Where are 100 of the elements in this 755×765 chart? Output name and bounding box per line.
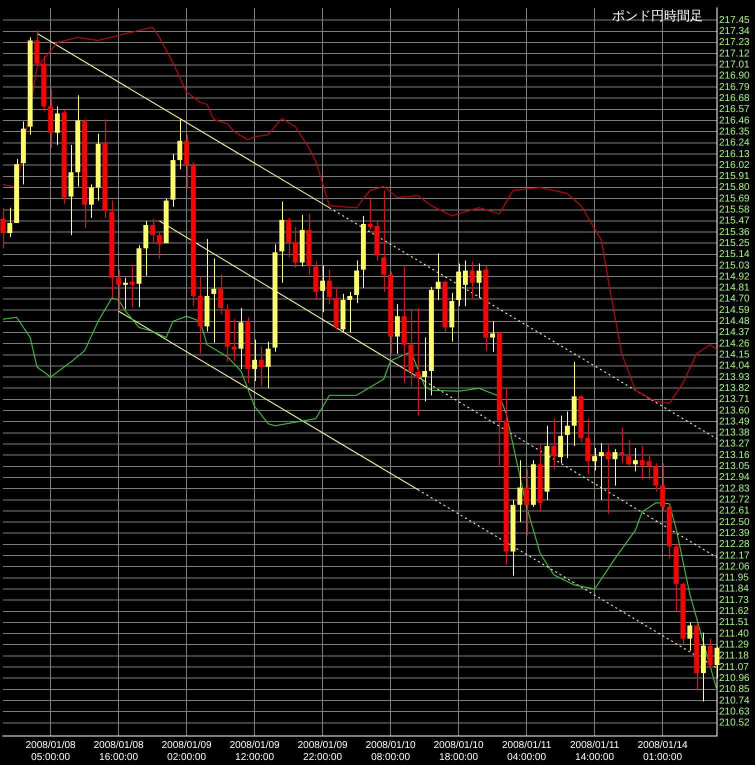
y-tick-label: 210.96 [719, 672, 750, 684]
y-tick-label: 211.07 [719, 662, 750, 673]
candlestick [232, 318, 237, 362]
y-tick-label: 213.16 [719, 450, 750, 461]
y-tick-label: 216.02 [719, 160, 750, 171]
candlestick [347, 291, 352, 333]
x-tick-label: 2008/01/09 22:00:00 [298, 740, 348, 763]
x-tick-label: 2008/01/11 14:00:00 [570, 740, 620, 763]
candlestick [598, 442, 604, 500]
y-tick-label: 217.23 [719, 37, 750, 48]
candlestick [320, 265, 326, 313]
y-tick-label: 214.92 [719, 271, 750, 282]
candlestick [517, 460, 522, 523]
y-tick-label: 216.13 [719, 148, 750, 160]
y-tick-label: 213.27 [719, 438, 750, 450]
candlestick [266, 341, 271, 389]
y-tick-label: 213.60 [719, 405, 750, 416]
candlestick [381, 190, 386, 292]
y-tick-label: 213.71 [719, 394, 750, 406]
y-tick-label: 214.37 [719, 327, 750, 338]
candlestick [394, 304, 400, 354]
candlestick [612, 448, 618, 486]
y-tick-label: 217.01 [719, 60, 750, 71]
y-tick-label: 215.36 [719, 226, 750, 238]
candlestick [490, 320, 496, 352]
candlestick [646, 456, 652, 480]
y-tick-label: 211.18 [719, 650, 750, 662]
y-tick-label: 217.45 [719, 14, 750, 26]
candlestick [258, 346, 264, 387]
x-tick-label: 2008/01/10 08:00:00 [366, 740, 416, 763]
y-tick-label: 211.95 [719, 572, 750, 584]
x-tick-label: 2008/01/08 16:00:00 [94, 740, 144, 763]
candlestick [626, 439, 632, 466]
candlestick [470, 260, 475, 298]
y-tick-label: 212.72 [719, 494, 750, 506]
y-tick-label: 217.34 [719, 26, 750, 38]
candlestick [34, 30, 40, 66]
y-tick-label: 212.50 [719, 516, 750, 528]
y-tick-label: 213.05 [719, 461, 750, 472]
y-tick-label: 212.28 [719, 539, 750, 550]
candlestick [54, 106, 60, 146]
y-tick-label: 214.26 [719, 338, 750, 350]
y-tick-label: 211.29 [719, 639, 750, 650]
y-tick-label: 210.52 [719, 718, 750, 729]
y-tick-label: 212.06 [719, 561, 750, 572]
candlestick [714, 646, 720, 679]
candlestick [687, 622, 692, 652]
candlestick [156, 232, 162, 259]
y-tick-label: 214.70 [719, 294, 750, 305]
y-tick-label: 211.73 [719, 594, 750, 606]
candlestick [462, 260, 468, 307]
candlestick [286, 217, 292, 258]
y-tick-label: 215.58 [719, 204, 750, 216]
candlestick [368, 197, 373, 231]
candlestick [606, 444, 611, 514]
y-tick-label: 210.85 [719, 684, 750, 696]
candlestick [211, 258, 216, 344]
candlestick [632, 448, 638, 472]
candlestick [0, 207, 6, 249]
y-tick-label: 216.46 [719, 115, 750, 126]
y-tick-label: 213.49 [719, 416, 750, 428]
candlestick [177, 119, 182, 170]
y-tick-label: 214.59 [719, 304, 750, 316]
candlestick [476, 263, 482, 298]
y-tick-label: 211.40 [719, 628, 750, 640]
candlestick [619, 427, 624, 464]
y-tick-label: 210.63 [719, 706, 750, 718]
candlestick [592, 448, 598, 471]
candlestick [422, 337, 428, 402]
y-tick-label: 214.04 [719, 360, 750, 372]
y-tick-label: 216.79 [719, 82, 750, 93]
y-tick-label: 212.17 [719, 550, 750, 562]
y-tick-label: 213.38 [719, 428, 750, 439]
y-tick-label: 216.35 [719, 126, 750, 138]
y-tick-label: 216.68 [719, 92, 750, 104]
candlestick [130, 265, 135, 308]
y-tick-label: 211.51 [719, 617, 750, 628]
y-tick-label: 215.03 [719, 260, 750, 272]
y-tick-label: 215.69 [719, 193, 750, 204]
y-tick-label: 212.39 [719, 528, 750, 539]
x-tick-label: 2008/01/09 12:00:00 [230, 740, 280, 763]
candlestick [708, 638, 713, 669]
candlestick [558, 415, 564, 464]
y-tick-label: 215.80 [719, 182, 750, 194]
y-tick-label: 213.93 [719, 372, 750, 383]
y-tick-label: 214.81 [719, 282, 750, 294]
candlestick [653, 462, 658, 492]
y-tick-label: 215.91 [719, 171, 750, 182]
candlestick [150, 218, 156, 243]
candlestick [88, 184, 94, 218]
y-tick-label: 214.15 [719, 350, 750, 361]
y-tick-label: 216.24 [719, 138, 750, 149]
candlestick [326, 269, 332, 305]
candlestick [564, 411, 570, 459]
y-tick-label: 212.61 [719, 506, 750, 517]
candlestick [436, 252, 441, 301]
candlestick [585, 418, 590, 475]
y-tick-label: 211.62 [719, 606, 750, 618]
x-tick-label: 2008/01/09 02:00:00 [162, 740, 212, 763]
candlestick [640, 446, 645, 480]
